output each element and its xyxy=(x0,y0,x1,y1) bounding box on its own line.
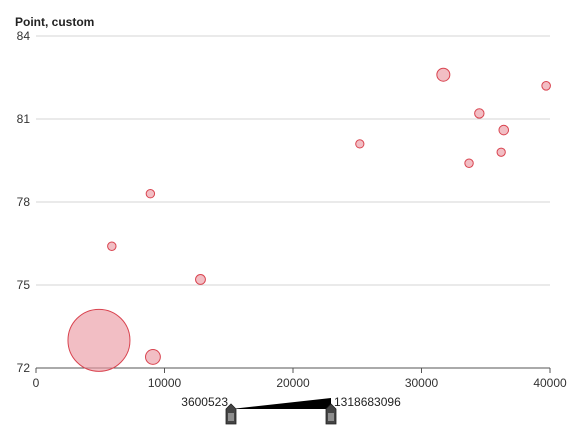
data-point-2[interactable] xyxy=(107,241,117,251)
data-point-3[interactable] xyxy=(145,188,156,199)
y-tick-label: 78 xyxy=(17,195,31,209)
grid-lines xyxy=(36,35,550,286)
data-point-6[interactable] xyxy=(436,67,451,82)
data-point-10[interactable] xyxy=(498,124,510,136)
size-legend-max-label: 1318683096 xyxy=(334,395,401,409)
size-legend-wedge xyxy=(231,398,331,409)
y-tick-label: 84 xyxy=(17,29,31,43)
y-tick-label: 81 xyxy=(17,112,31,126)
size-legend[interactable]: 3600523 1318683096 xyxy=(181,395,401,425)
data-point-0[interactable] xyxy=(67,308,131,372)
y-tick-label: 72 xyxy=(17,361,31,375)
data-point-9[interactable] xyxy=(496,147,506,157)
x-tick-label: 0 xyxy=(33,376,40,390)
data-point-4[interactable] xyxy=(195,274,206,285)
data-point-11[interactable] xyxy=(541,81,551,91)
data-points xyxy=(67,67,551,372)
data-point-5[interactable] xyxy=(355,139,365,149)
data-point-1[interactable] xyxy=(145,349,161,365)
x-tick-label: 40000 xyxy=(533,376,567,390)
x-tick-label: 10000 xyxy=(148,376,182,390)
chart-title: Point, custom xyxy=(15,15,94,29)
x-tick-label: 20000 xyxy=(276,376,310,390)
x-axis-ticks: 0 10000 20000 30000 40000 xyxy=(33,368,567,390)
data-point-7[interactable] xyxy=(464,158,474,168)
size-legend-min-handle-icon[interactable] xyxy=(225,403,237,425)
y-tick-label: 75 xyxy=(17,278,31,292)
data-point-8[interactable] xyxy=(474,108,485,119)
y-axis-ticks: 72 75 78 81 84 xyxy=(17,29,31,375)
size-legend-max-handle-icon[interactable] xyxy=(325,403,337,425)
size-legend-min-label: 3600523 xyxy=(181,395,228,409)
x-tick-label: 30000 xyxy=(405,376,439,390)
